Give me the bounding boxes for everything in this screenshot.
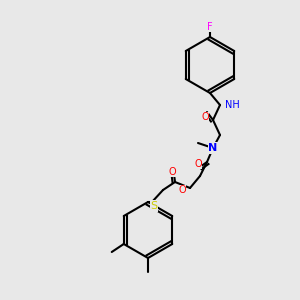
Text: O: O: [168, 167, 176, 177]
Text: S: S: [150, 201, 158, 211]
Text: F: F: [207, 22, 213, 32]
Text: O: O: [178, 185, 186, 195]
Text: O: O: [194, 159, 202, 169]
Text: N: N: [208, 143, 217, 153]
Text: O: O: [201, 112, 209, 122]
Text: NH: NH: [225, 100, 240, 110]
